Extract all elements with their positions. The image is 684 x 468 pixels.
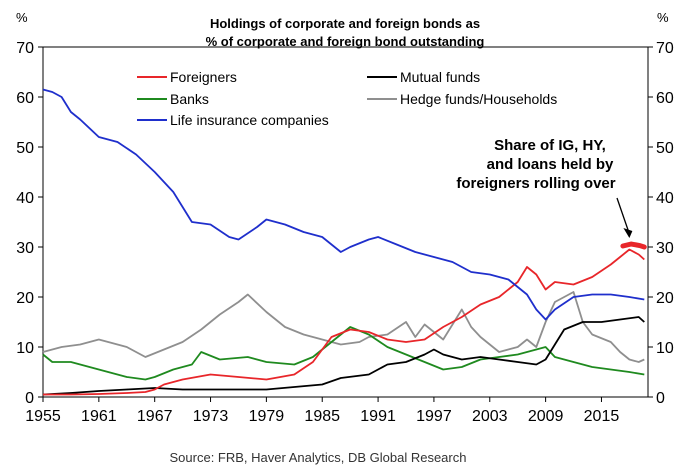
y-axis-label-left: % [16, 10, 28, 25]
x-tick-label-2015: 2015 [584, 408, 620, 425]
annotation-arrowhead [623, 228, 633, 238]
x-axis: 1955 1961 1967 1973 1979 1985 1991 1997 2003 2009… [25, 397, 619, 425]
y-axis-right: 0 10 20 30 40 50 60 70 [648, 40, 674, 407]
chart-subtitle: % of corporate and foreign bond outstand… [206, 34, 485, 49]
annotation-line-1: Share of IG, HY, [494, 137, 606, 154]
x-tick-label-1967: 1967 [137, 408, 173, 425]
legend-label-mutual-funds: Mutual funds [400, 69, 480, 85]
y-axis-left: 0 10 20 30 40 50 60 70 [16, 40, 43, 407]
legend-item-banks: Banks [137, 91, 209, 107]
annotation-line-2: and loans held by [487, 156, 614, 173]
legend: Foreigners Banks Life insurance companie… [137, 69, 557, 128]
annotation-line-3: foreigners rolling over [456, 175, 615, 192]
y-tick-label-left-0: 0 [25, 390, 34, 407]
highlight-layer [620, 241, 647, 250]
y-tick-label-left-30: 30 [16, 240, 34, 257]
legend-item-mutual-funds: Mutual funds [367, 69, 480, 85]
x-tick-label-1961: 1961 [81, 408, 117, 425]
y-tick-label-right-30: 30 [656, 240, 674, 257]
series-line-foreigners [43, 248, 645, 396]
x-tick-label-2009: 2009 [528, 408, 564, 425]
chart-title: Holdings of corporate and foreign bonds … [210, 16, 480, 31]
x-tick-label-1997: 1997 [416, 408, 452, 425]
y-tick-label-left-70: 70 [16, 40, 34, 57]
legend-label-hedge-funds: Hedge funds/Households [400, 91, 557, 107]
legend-item-hedge-funds: Hedge funds/Households [367, 91, 557, 107]
y-tick-label-right-0: 0 [656, 390, 665, 407]
y-tick-label-left-40: 40 [16, 190, 34, 207]
annotation-arrow [616, 197, 629, 232]
source-note: Source: FRB, Haver Analytics, DB Global … [170, 450, 467, 465]
y-tick-label-left-50: 50 [16, 140, 34, 157]
y-tick-label-right-50: 50 [656, 140, 674, 157]
x-tick-label-1985: 1985 [304, 408, 340, 425]
annotation: Share of IG, HY, and loans held by forei… [456, 137, 633, 238]
legend-item-foreigners: Foreigners [137, 69, 237, 85]
series-layer [42, 88, 645, 396]
x-tick-label-1973: 1973 [193, 408, 229, 425]
legend-label-life-insurance: Life insurance companies [170, 112, 329, 128]
x-tick-label-2003: 2003 [472, 408, 508, 425]
y-axis-label-right: % [657, 10, 669, 25]
y-tick-label-left-20: 20 [16, 290, 34, 307]
highlight-foreigners-rollover [620, 241, 647, 250]
plot-area [42, 46, 649, 398]
y-tick-label-left-10: 10 [16, 340, 34, 357]
series-line-life-insurance-companies [42, 88, 645, 321]
series-line-banks [42, 326, 645, 381]
series-line-hedge-funds-households [42, 291, 645, 363]
y-tick-label-right-10: 10 [656, 340, 674, 357]
x-tick-label-1991: 1991 [360, 408, 396, 425]
legend-item-life-insurance: Life insurance companies [137, 112, 329, 128]
x-tick-label-1979: 1979 [249, 408, 285, 425]
y-tick-label-right-40: 40 [656, 190, 674, 207]
series-line-mutual-funds [42, 316, 645, 396]
y-tick-label-right-20: 20 [656, 290, 674, 307]
legend-label-banks: Banks [170, 91, 209, 107]
y-tick-label-right-60: 60 [656, 90, 674, 107]
legend-label-foreigners: Foreigners [170, 69, 237, 85]
x-tick-label-1955: 1955 [25, 408, 61, 425]
y-tick-label-right-70: 70 [656, 40, 674, 57]
y-tick-label-left-60: 60 [16, 90, 34, 107]
